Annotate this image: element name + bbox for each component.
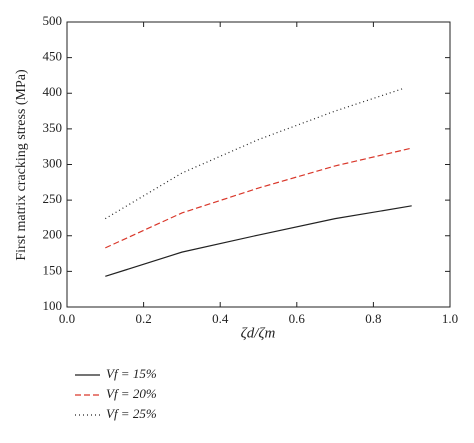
y-tick-label: 250 bbox=[43, 191, 63, 206]
x-tick-label: 0.8 bbox=[365, 311, 381, 326]
y-tick-label: 350 bbox=[43, 120, 63, 135]
y-tick-label: 400 bbox=[43, 84, 63, 99]
x-axis-label: ζd/ζm bbox=[241, 325, 276, 341]
y-tick-label: 300 bbox=[43, 155, 63, 170]
x-tick-label: 1.0 bbox=[442, 311, 458, 326]
plot-frame bbox=[66, 21, 451, 308]
y-tick-label: 450 bbox=[43, 49, 63, 64]
legend-label: Vf = 20% bbox=[106, 386, 157, 401]
y-tick-label: 500 bbox=[43, 13, 63, 28]
y-tick-label: 100 bbox=[43, 298, 63, 313]
y-tick-label: 200 bbox=[43, 227, 63, 242]
series-line bbox=[105, 205, 412, 277]
y-tick-label: 150 bbox=[43, 262, 63, 277]
legend-label: Vf = 15% bbox=[106, 366, 157, 381]
series-line bbox=[104, 87, 405, 220]
x-tick-label: 0.4 bbox=[212, 311, 229, 326]
series-line bbox=[105, 147, 412, 249]
y-axis-label: First matrix cracking stress (MPa) bbox=[14, 69, 29, 261]
x-tick-label: 0.2 bbox=[135, 311, 151, 326]
x-tick-label: 0.6 bbox=[289, 311, 306, 326]
legend-label: Vf = 25% bbox=[106, 406, 157, 421]
x-tick-label: 0.0 bbox=[59, 311, 75, 326]
